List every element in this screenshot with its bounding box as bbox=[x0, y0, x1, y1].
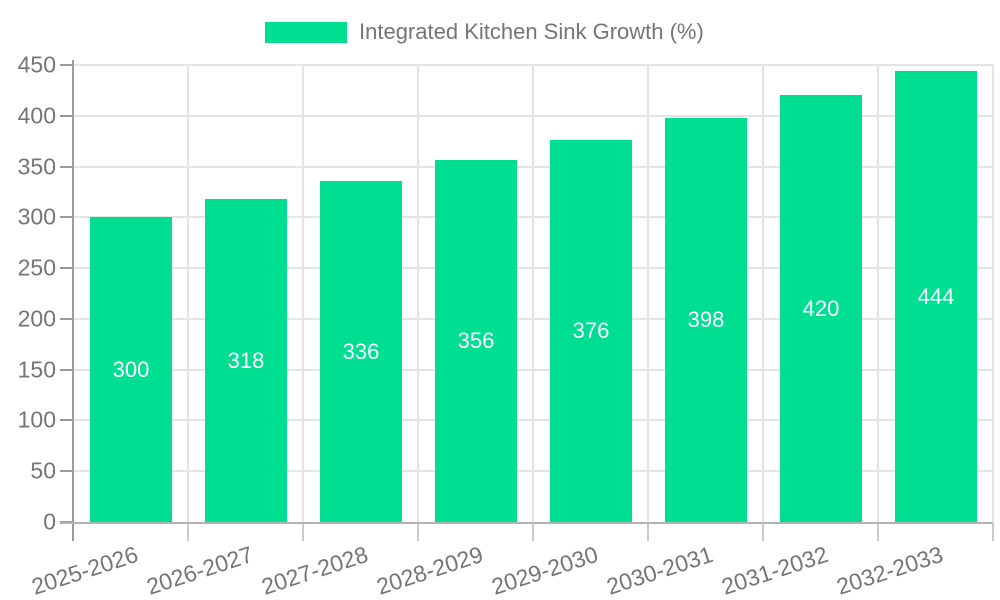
y-tick-mark bbox=[60, 318, 73, 320]
x-axis-label: 2032-2033 bbox=[833, 541, 947, 600]
legend[interactable]: Integrated Kitchen Sink Growth (%) bbox=[265, 17, 704, 47]
y-axis-label: 400 bbox=[17, 102, 56, 129]
x-axis-label: 2031-2032 bbox=[718, 541, 832, 600]
x-axis-label: 2030-2031 bbox=[603, 541, 717, 600]
legend-swatch-icon bbox=[265, 21, 347, 43]
v-gridline bbox=[417, 65, 419, 522]
bar-value-label: 376 bbox=[572, 318, 610, 343]
bar[interactable]: 336 bbox=[320, 181, 402, 522]
y-tick-mark bbox=[60, 470, 73, 472]
bar[interactable]: 376 bbox=[550, 140, 632, 522]
v-gridline bbox=[647, 65, 649, 522]
bar[interactable]: 398 bbox=[665, 118, 747, 522]
x-tick-mark bbox=[302, 523, 304, 541]
v-gridline bbox=[532, 65, 534, 522]
x-tick-mark bbox=[417, 523, 419, 541]
bar[interactable]: 318 bbox=[205, 199, 287, 522]
x-axis-label: 2027-2028 bbox=[258, 541, 372, 600]
v-gridline bbox=[877, 65, 879, 522]
x-tick-mark bbox=[532, 523, 534, 541]
bar-value-label: 420 bbox=[802, 295, 840, 321]
y-tick-mark bbox=[60, 419, 73, 421]
v-gridline bbox=[187, 65, 189, 522]
y-axis-label: 150 bbox=[17, 356, 56, 383]
bar[interactable]: 356 bbox=[435, 160, 517, 522]
y-tick-mark bbox=[60, 115, 73, 117]
x-axis-label: 2029-2030 bbox=[488, 541, 602, 600]
x-axis-label: 2025-2026 bbox=[28, 541, 142, 600]
x-axis-line bbox=[60, 522, 993, 524]
x-tick-mark bbox=[647, 523, 649, 541]
v-gridline bbox=[992, 65, 994, 522]
bar[interactable]: 444 bbox=[895, 71, 977, 522]
x-tick-mark bbox=[762, 523, 764, 541]
bar-value-label: 444 bbox=[917, 283, 955, 309]
bar-value-label: 300 bbox=[112, 356, 150, 382]
x-tick-mark bbox=[992, 523, 994, 541]
y-axis-line bbox=[72, 60, 74, 541]
y-tick-mark bbox=[60, 216, 73, 218]
y-axis-label: 50 bbox=[30, 457, 56, 484]
bar-value-label: 318 bbox=[227, 347, 265, 373]
legend-label: Integrated Kitchen Sink Growth (%) bbox=[359, 19, 704, 44]
y-axis-label: 200 bbox=[17, 305, 56, 332]
y-axis-label: 0 bbox=[43, 508, 56, 535]
y-tick-mark bbox=[60, 166, 73, 168]
bar-value-label: 356 bbox=[457, 328, 495, 353]
y-tick-mark bbox=[60, 267, 73, 269]
bar[interactable]: 420 bbox=[780, 95, 862, 522]
y-axis-label: 250 bbox=[17, 254, 56, 281]
y-axis-label: 350 bbox=[17, 153, 56, 180]
bar-value-label: 336 bbox=[342, 338, 380, 364]
x-tick-mark bbox=[877, 523, 879, 541]
v-gridline bbox=[302, 65, 304, 522]
v-gridline bbox=[762, 65, 764, 522]
y-axis-label: 300 bbox=[17, 203, 56, 230]
y-tick-mark bbox=[60, 369, 73, 371]
y-axis-label: 100 bbox=[17, 406, 56, 433]
bar-value-label: 398 bbox=[687, 307, 725, 332]
y-tick-mark bbox=[60, 64, 73, 66]
bar[interactable]: 300 bbox=[90, 217, 172, 522]
y-axis-label: 450 bbox=[17, 51, 56, 78]
x-axis-label: 2028-2029 bbox=[373, 541, 487, 600]
x-axis-label: 2026-2027 bbox=[143, 541, 257, 600]
x-tick-mark bbox=[187, 523, 189, 541]
